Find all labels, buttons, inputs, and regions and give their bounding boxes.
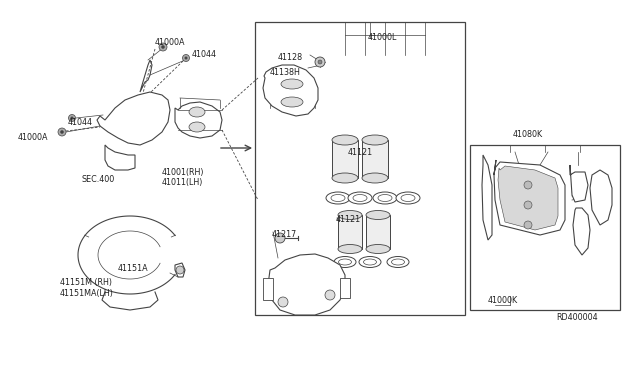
Ellipse shape <box>281 97 303 107</box>
Ellipse shape <box>334 257 356 267</box>
Ellipse shape <box>366 244 390 253</box>
Bar <box>340 278 350 298</box>
Ellipse shape <box>332 135 358 145</box>
Ellipse shape <box>387 257 409 267</box>
Polygon shape <box>175 102 222 138</box>
Polygon shape <box>590 170 612 225</box>
Ellipse shape <box>326 192 350 204</box>
Circle shape <box>524 181 532 189</box>
Ellipse shape <box>396 192 420 204</box>
Polygon shape <box>175 263 185 277</box>
Ellipse shape <box>353 195 367 202</box>
Ellipse shape <box>332 173 358 183</box>
Circle shape <box>275 233 285 243</box>
Text: 41138H: 41138H <box>270 68 301 77</box>
Text: 41000L: 41000L <box>368 33 397 42</box>
Bar <box>362 140 388 178</box>
Circle shape <box>58 128 66 136</box>
Polygon shape <box>494 160 565 235</box>
Circle shape <box>325 290 335 300</box>
Ellipse shape <box>392 259 404 265</box>
Text: 41044: 41044 <box>192 50 217 59</box>
Ellipse shape <box>331 195 345 202</box>
Ellipse shape <box>338 244 362 253</box>
Text: 41000K: 41000K <box>488 296 518 305</box>
Bar <box>255 22 465 315</box>
Circle shape <box>176 266 184 274</box>
Text: 41044: 41044 <box>68 118 93 127</box>
Bar <box>338 215 362 249</box>
Circle shape <box>68 115 76 122</box>
Text: 41128: 41128 <box>278 53 303 62</box>
Ellipse shape <box>338 211 362 219</box>
Polygon shape <box>482 155 492 240</box>
Ellipse shape <box>359 257 381 267</box>
Polygon shape <box>140 60 152 92</box>
Circle shape <box>185 57 187 59</box>
Polygon shape <box>105 145 135 170</box>
Bar <box>332 140 358 178</box>
Text: 41001(RH): 41001(RH) <box>162 168 205 177</box>
Ellipse shape <box>378 195 392 202</box>
Text: SEC.400: SEC.400 <box>82 175 115 184</box>
Circle shape <box>524 221 532 229</box>
Ellipse shape <box>373 192 397 204</box>
Text: 41217: 41217 <box>272 230 297 239</box>
Circle shape <box>524 201 532 209</box>
Circle shape <box>318 60 322 64</box>
Ellipse shape <box>189 107 205 117</box>
Text: 41151M (RH): 41151M (RH) <box>60 278 112 287</box>
Text: 41080K: 41080K <box>513 130 543 139</box>
Circle shape <box>159 43 167 51</box>
Text: RD400004: RD400004 <box>556 313 598 322</box>
Text: 41000A: 41000A <box>155 38 186 47</box>
Circle shape <box>61 131 63 134</box>
Circle shape <box>161 45 164 48</box>
Ellipse shape <box>362 173 388 183</box>
Bar <box>470 145 620 310</box>
Bar <box>366 215 390 249</box>
Ellipse shape <box>362 135 388 145</box>
Circle shape <box>315 57 325 67</box>
Polygon shape <box>498 166 558 230</box>
Ellipse shape <box>401 195 415 202</box>
Polygon shape <box>570 165 588 202</box>
Circle shape <box>71 117 73 119</box>
Ellipse shape <box>366 211 390 219</box>
Polygon shape <box>97 92 170 145</box>
Text: 41121: 41121 <box>336 215 361 224</box>
Ellipse shape <box>281 79 303 89</box>
Text: 41011(LH): 41011(LH) <box>162 178 204 187</box>
Bar <box>263 278 273 300</box>
Circle shape <box>182 55 189 61</box>
Text: 41151A: 41151A <box>118 264 148 273</box>
Polygon shape <box>268 254 345 315</box>
Polygon shape <box>263 65 318 116</box>
Polygon shape <box>573 208 590 255</box>
Text: 41000A: 41000A <box>18 133 49 142</box>
Text: 41121: 41121 <box>348 148 373 157</box>
Ellipse shape <box>348 192 372 204</box>
Ellipse shape <box>189 122 205 132</box>
Text: 41151MA(LH): 41151MA(LH) <box>60 289 114 298</box>
Circle shape <box>278 297 288 307</box>
Ellipse shape <box>364 259 376 265</box>
Ellipse shape <box>339 259 351 265</box>
